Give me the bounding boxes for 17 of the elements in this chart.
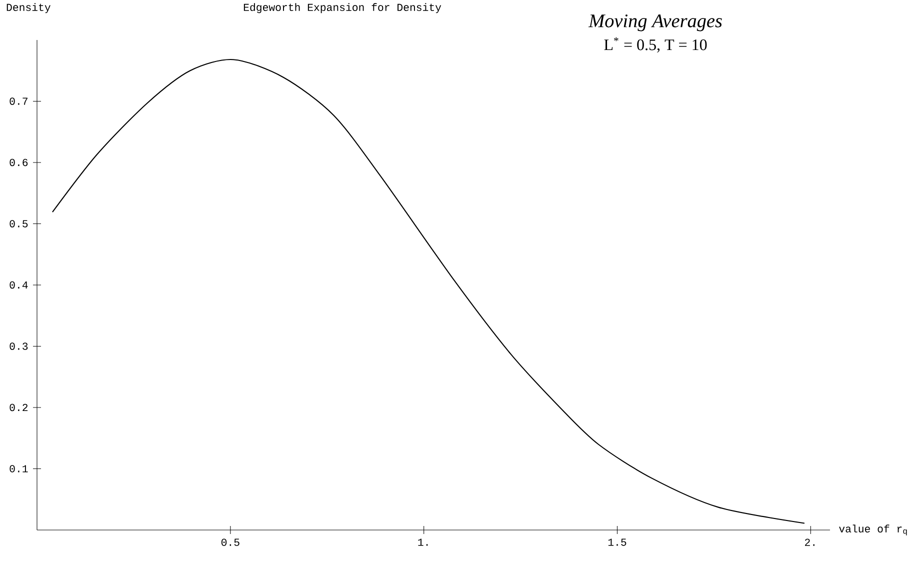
x-tick-label: 1. bbox=[418, 538, 428, 546]
text: Moving Averages bbox=[588, 14, 722, 32]
y-tick-label: 0.4 bbox=[10, 281, 28, 289]
y-tick-label: 0.7 bbox=[10, 98, 28, 105]
x-tick-label: 2. bbox=[805, 538, 814, 546]
x-tick-label: 1.5 bbox=[608, 538, 626, 546]
line-series bbox=[52, 59, 806, 524]
x-tick-label: 0.5 bbox=[221, 538, 240, 546]
y-tick-label: 0.5 bbox=[10, 220, 28, 228]
y-tick-label: 0.3 bbox=[10, 342, 28, 350]
y-axis-title: Density bbox=[6, 3, 50, 14]
chart-title: Edgeworth Expansion for Density bbox=[244, 3, 442, 14]
annotation: L$^{*}$ = 0.5, T = 10 bbox=[604, 37, 707, 53]
y-tick-label: 0.6 bbox=[10, 158, 28, 166]
x-axis-title: value of r$_{q}$ bbox=[839, 524, 907, 536]
y-tick-label: 0.2 bbox=[10, 404, 28, 412]
y-tick-label: 0.1 bbox=[10, 465, 28, 472]
